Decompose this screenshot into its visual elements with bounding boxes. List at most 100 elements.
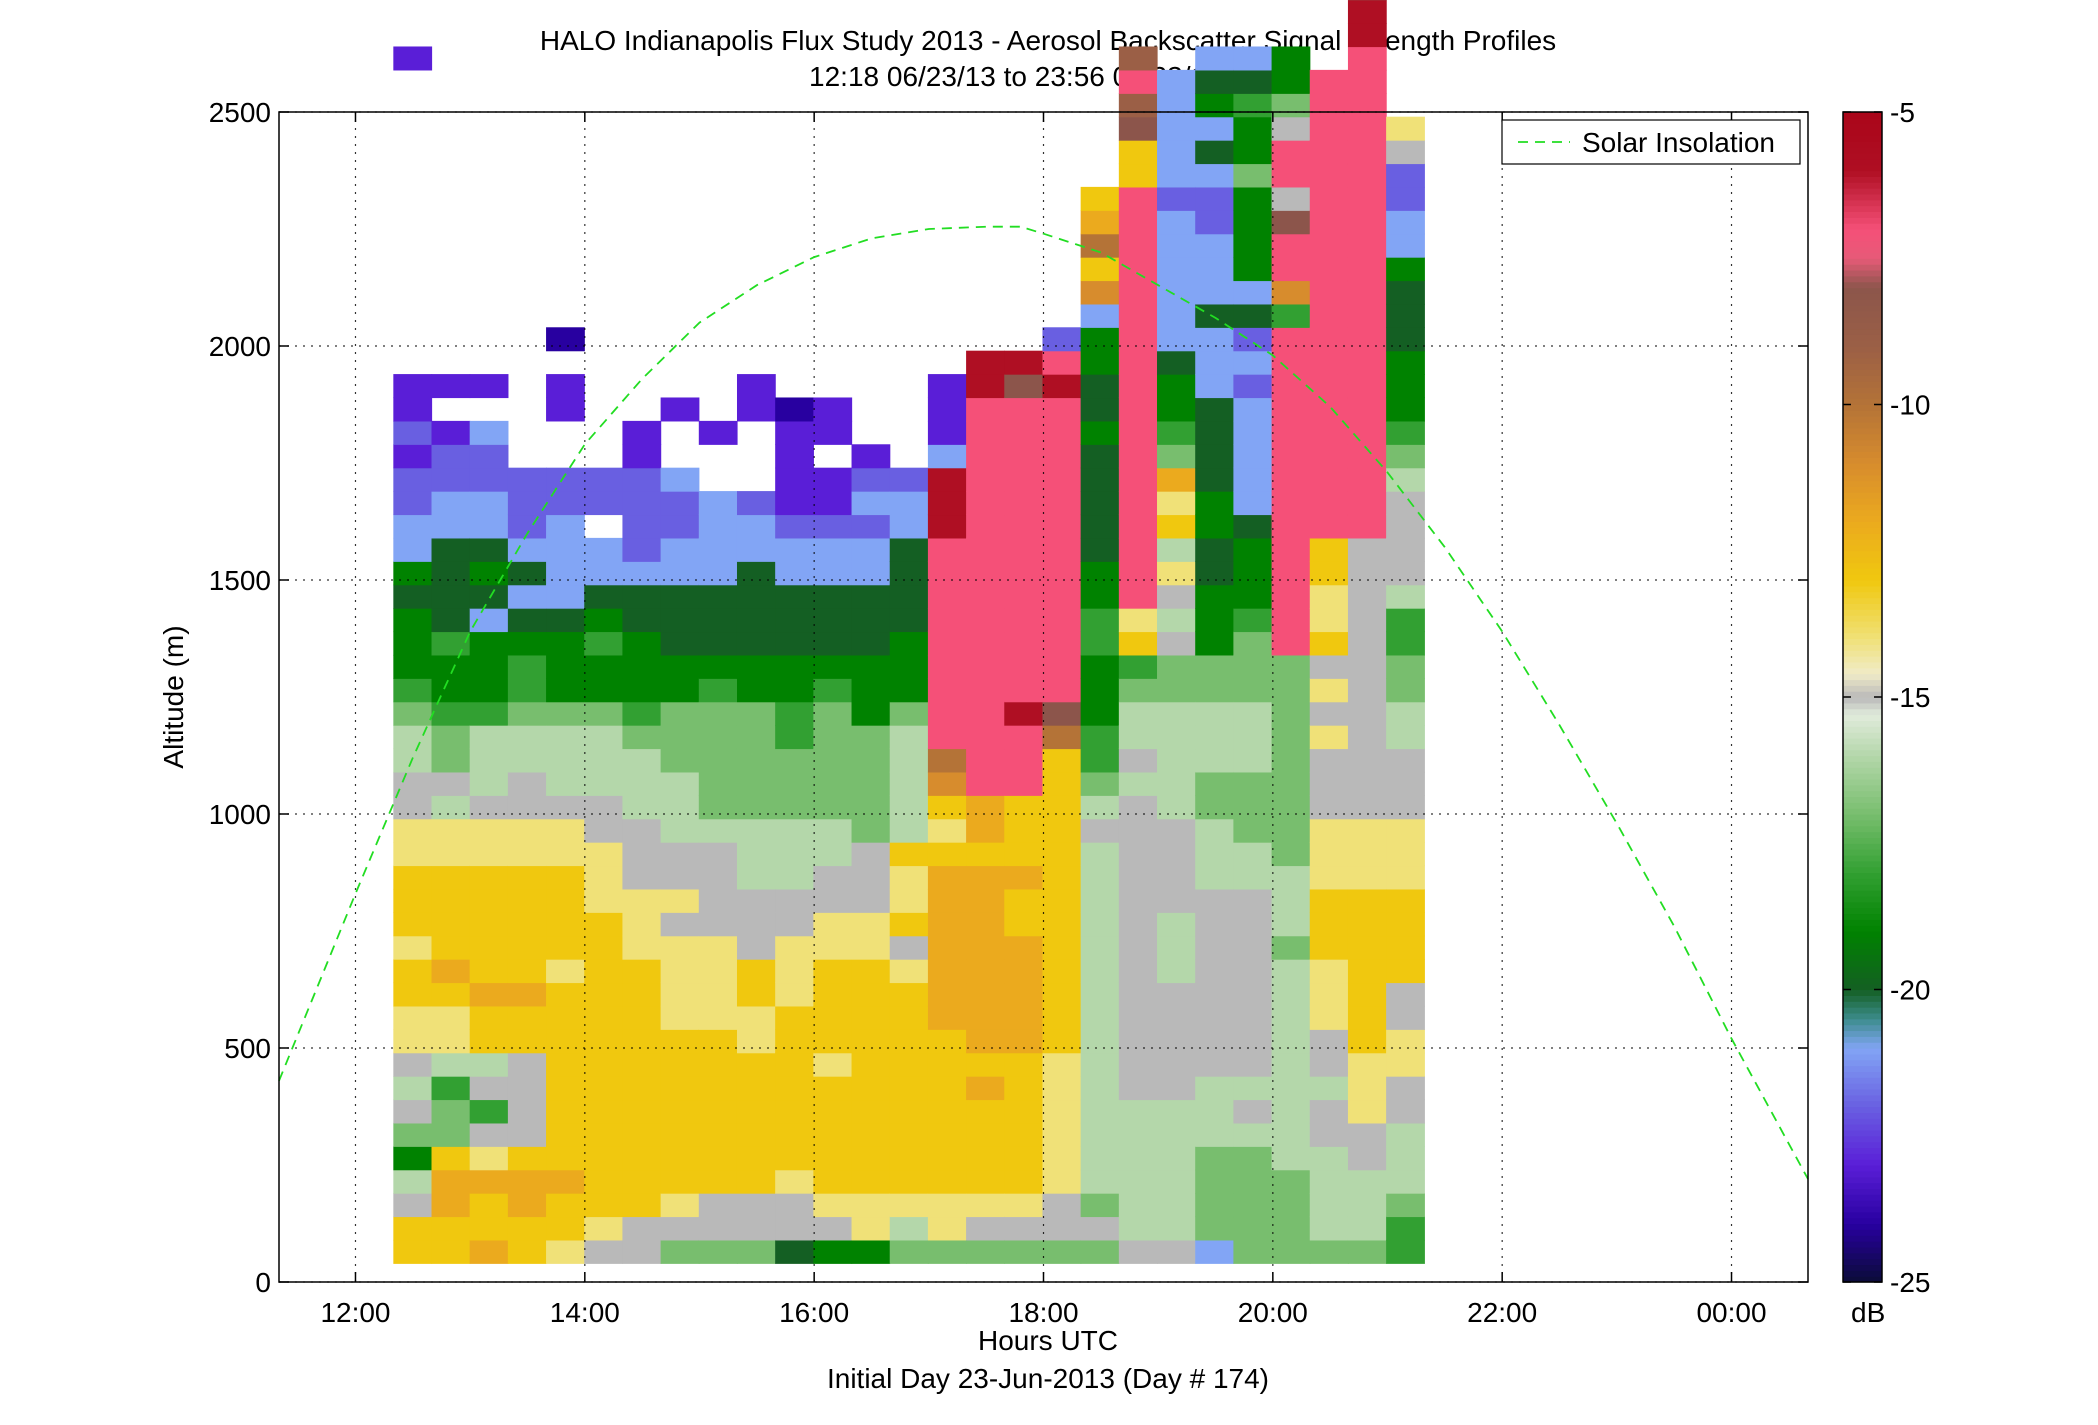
heatmap-cell — [546, 374, 585, 399]
heatmap-cell — [1004, 935, 1044, 960]
heatmap-cell — [1195, 584, 1234, 609]
heatmap-cell — [1309, 888, 1349, 913]
heatmap-cell — [1309, 701, 1349, 726]
heatmap-cell — [927, 1193, 967, 1218]
heatmap-cell — [393, 631, 433, 656]
heatmap-cell — [1042, 935, 1082, 960]
heatmap-cell — [1118, 818, 1158, 843]
heatmap-cell — [889, 725, 929, 750]
heatmap-cell — [1195, 725, 1234, 750]
colorbar-segment — [1843, 193, 1882, 201]
heatmap-cell — [775, 561, 814, 586]
heatmap-cell — [1271, 1193, 1311, 1218]
heatmap-cell — [698, 935, 738, 960]
heatmap-cell — [1309, 116, 1349, 141]
colorbar-segment — [1843, 1100, 1882, 1108]
heatmap-cell — [507, 888, 547, 913]
colorbar-segment — [1843, 872, 1882, 879]
heatmap-cell — [889, 1146, 929, 1171]
colorbar-segment — [1843, 275, 1882, 283]
heatmap-cell — [660, 467, 700, 492]
heatmap-cell — [851, 1169, 891, 1194]
heatmap-cell — [1347, 140, 1387, 165]
heatmap-cell — [584, 654, 624, 679]
colorbar-segment — [1843, 580, 1882, 587]
heatmap-cell — [966, 631, 1005, 656]
heatmap-cell — [431, 631, 471, 656]
heatmap-cell — [851, 654, 891, 679]
heatmap-cell — [1233, 1216, 1273, 1241]
colorbar-segment — [1843, 673, 1882, 681]
heatmap-cell — [698, 1239, 738, 1264]
colorbar-segment — [1843, 1141, 1882, 1149]
heatmap-cell — [1080, 584, 1120, 609]
colorbar-segment — [1843, 638, 1882, 645]
heatmap-cell — [1195, 257, 1234, 282]
colorbar-segment — [1843, 486, 1882, 493]
colorbar-segment — [1843, 492, 1882, 499]
heatmap-cell — [1080, 959, 1120, 984]
heatmap-cell — [851, 1193, 891, 1218]
heatmap-cell — [1195, 865, 1234, 890]
heatmap-cell — [1271, 514, 1311, 539]
heatmap-cell — [1271, 865, 1311, 890]
heatmap-cell — [1157, 654, 1196, 679]
heatmap-cell — [507, 842, 547, 867]
colorbar-segment — [1843, 732, 1882, 739]
colorbar-segment — [1843, 1024, 1882, 1032]
colorbar-segment — [1843, 983, 1882, 991]
heatmap-cell — [813, 935, 853, 960]
heatmap-cell — [393, 935, 433, 960]
x-axis: 12:00 14:00 16:00 18:00 20:00 22:00 00:00 — [320, 112, 1767, 1328]
heatmap-cell — [507, 1005, 547, 1030]
heatmap-cell — [622, 1169, 662, 1194]
colorbar-segment — [1843, 363, 1882, 370]
heatmap-cell — [889, 1239, 929, 1264]
heatmap-cell — [1157, 1193, 1196, 1218]
heatmap-cell — [813, 982, 853, 1007]
colorbar-segment — [1843, 463, 1882, 470]
heatmap-cell — [889, 982, 929, 1007]
colorbar-segment — [1843, 691, 1882, 698]
heatmap-cell — [1233, 608, 1273, 633]
colorbar-segment — [1843, 831, 1882, 838]
heatmap-cell — [393, 491, 433, 516]
heatmap-cell — [1004, 982, 1044, 1007]
heatmap-cell — [1080, 1076, 1120, 1101]
heatmap-cell — [1309, 69, 1349, 94]
heatmap-cell — [1118, 374, 1158, 399]
heatmap-cell — [546, 1076, 585, 1101]
heatmap-cell — [1118, 140, 1158, 165]
heatmap-cell — [584, 701, 624, 726]
x-tick-label: 16:00 — [779, 1297, 849, 1328]
heatmap-cell — [1347, 865, 1387, 890]
heatmap-cell — [1195, 631, 1234, 656]
heatmap-cell — [927, 935, 967, 960]
colorbar-tick-label: -25 — [1890, 1267, 1930, 1298]
heatmap-cell — [1195, 818, 1234, 843]
heatmap-cell — [546, 537, 585, 562]
heatmap-cell — [966, 748, 1005, 773]
heatmap-cell — [546, 935, 585, 960]
colorbar-segment — [1843, 223, 1882, 230]
heatmap-cell — [1386, 631, 1425, 656]
heatmap-cell — [1233, 537, 1273, 562]
heatmap-cell — [1118, 701, 1158, 726]
heatmap-cell — [889, 1169, 929, 1194]
heatmap-cell — [1004, 818, 1044, 843]
colorbar-segment — [1843, 989, 1882, 996]
heatmap-cell — [1271, 93, 1311, 118]
heatmap-cell — [736, 725, 776, 750]
heatmap-cell — [1157, 467, 1196, 492]
heatmap-cell — [1271, 959, 1311, 984]
heatmap-cell — [1157, 1076, 1196, 1101]
heatmap-cell — [1271, 1146, 1311, 1171]
heatmap-cell — [1080, 467, 1120, 492]
heatmap-cell — [393, 1169, 433, 1194]
colorbar-segment — [1843, 346, 1882, 353]
heatmap-cell — [660, 982, 700, 1007]
heatmap-cell — [889, 795, 929, 820]
heatmap-cell — [927, 1029, 967, 1054]
heatmap-cell — [1042, 888, 1082, 913]
colorbar-segment — [1843, 234, 1882, 242]
